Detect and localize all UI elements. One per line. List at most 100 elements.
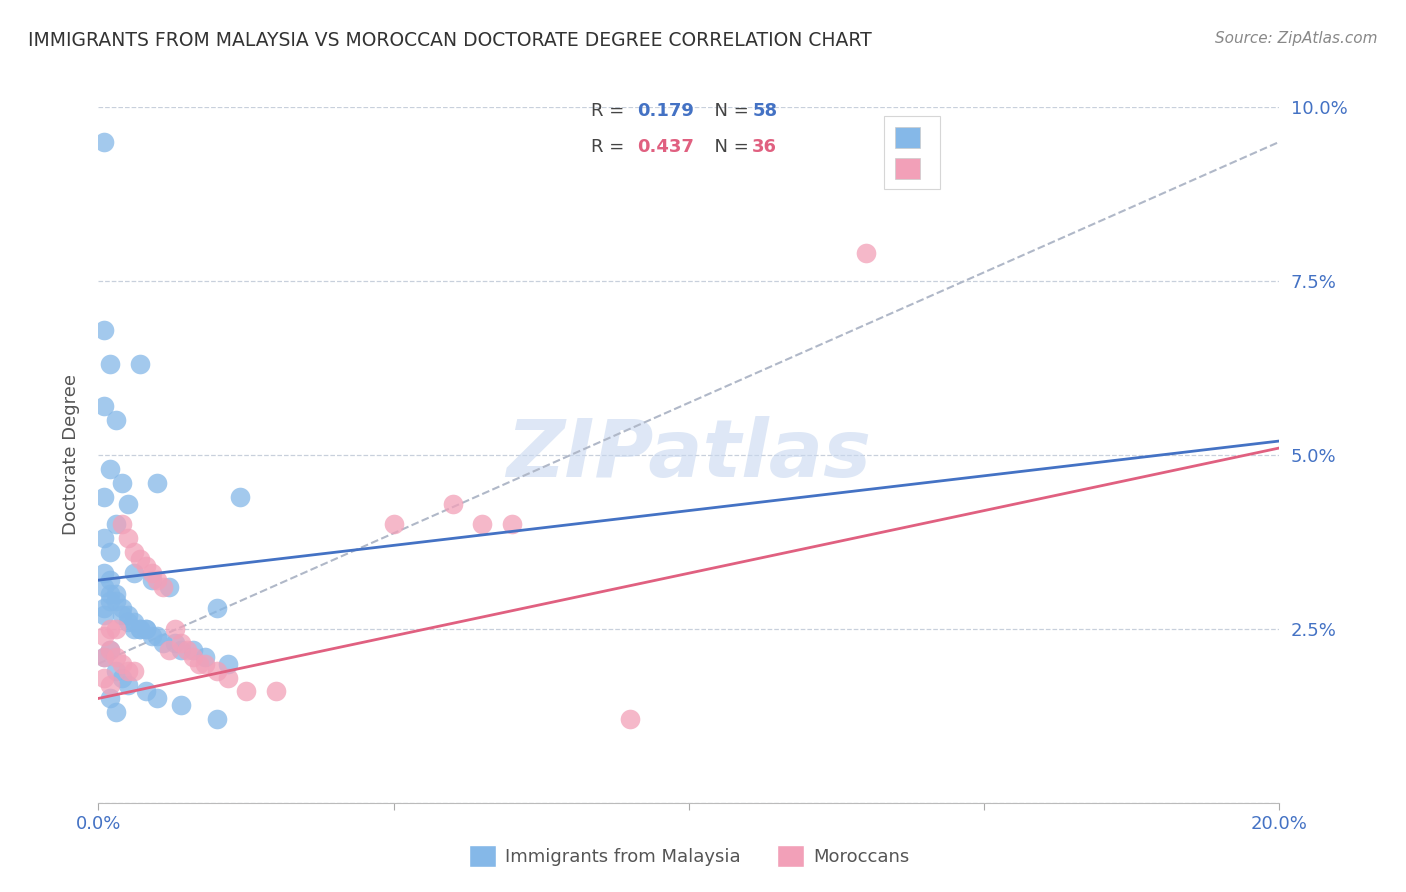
Point bbox=[93, 649, 115, 664]
Point bbox=[128, 622, 150, 636]
Point bbox=[205, 664, 228, 678]
Point bbox=[98, 677, 121, 691]
Point bbox=[98, 545, 121, 559]
Point bbox=[93, 399, 115, 413]
Point bbox=[441, 497, 464, 511]
Point bbox=[141, 573, 163, 587]
Text: Source: ZipAtlas.com: Source: ZipAtlas.com bbox=[1215, 31, 1378, 46]
Text: 0.437: 0.437 bbox=[637, 138, 693, 156]
Point bbox=[93, 323, 115, 337]
Text: 0.179: 0.179 bbox=[637, 103, 693, 120]
Point bbox=[471, 517, 494, 532]
Point bbox=[217, 657, 239, 671]
Point bbox=[98, 594, 121, 608]
Text: IMMIGRANTS FROM MALAYSIA VS MOROCCAN DOCTORATE DEGREE CORRELATION CHART: IMMIGRANTS FROM MALAYSIA VS MOROCCAN DOC… bbox=[28, 31, 872, 50]
Point bbox=[229, 490, 252, 504]
Point bbox=[98, 358, 121, 372]
Point bbox=[111, 475, 134, 490]
Point bbox=[105, 706, 128, 720]
Point bbox=[146, 629, 169, 643]
Text: 36: 36 bbox=[752, 138, 778, 156]
Point bbox=[141, 629, 163, 643]
Point bbox=[111, 517, 134, 532]
Point bbox=[93, 566, 115, 581]
Point bbox=[117, 677, 139, 691]
Point bbox=[619, 712, 641, 726]
Point bbox=[157, 642, 180, 657]
Point bbox=[176, 642, 198, 657]
Point bbox=[235, 684, 257, 698]
Point bbox=[165, 622, 187, 636]
Point bbox=[135, 559, 157, 574]
Point bbox=[205, 712, 228, 726]
Point bbox=[111, 671, 134, 685]
Point bbox=[98, 642, 121, 657]
Point bbox=[105, 664, 128, 678]
Point bbox=[111, 601, 134, 615]
Point bbox=[122, 566, 145, 581]
Point bbox=[194, 649, 217, 664]
Point bbox=[165, 636, 187, 650]
Point bbox=[128, 622, 150, 636]
Y-axis label: Doctorate Degree: Doctorate Degree bbox=[62, 375, 80, 535]
Point bbox=[122, 664, 145, 678]
Point bbox=[135, 684, 157, 698]
Point bbox=[117, 607, 139, 622]
Point bbox=[181, 649, 204, 664]
Text: N =: N = bbox=[703, 103, 755, 120]
Point bbox=[93, 532, 115, 546]
Text: 58: 58 bbox=[752, 103, 778, 120]
Point bbox=[105, 517, 128, 532]
Point bbox=[187, 657, 209, 671]
Point bbox=[146, 691, 169, 706]
Point bbox=[170, 642, 193, 657]
Point bbox=[105, 649, 128, 664]
Point bbox=[98, 462, 121, 476]
Point bbox=[135, 622, 157, 636]
Point bbox=[122, 615, 145, 629]
Text: N =: N = bbox=[703, 138, 755, 156]
Point bbox=[205, 601, 228, 615]
Point bbox=[382, 517, 405, 532]
Point bbox=[264, 684, 287, 698]
Legend: Immigrants from Malaysia, Moroccans: Immigrants from Malaysia, Moroccans bbox=[461, 838, 917, 874]
Point bbox=[105, 622, 128, 636]
Point bbox=[146, 475, 169, 490]
Point bbox=[170, 698, 193, 713]
Point bbox=[93, 135, 115, 149]
Point bbox=[93, 649, 115, 664]
Point bbox=[122, 545, 145, 559]
Point bbox=[170, 636, 193, 650]
Point bbox=[152, 636, 174, 650]
Point bbox=[93, 490, 115, 504]
Point bbox=[93, 601, 115, 615]
Point bbox=[855, 246, 877, 260]
Point bbox=[146, 573, 169, 587]
Point bbox=[93, 671, 115, 685]
Point bbox=[117, 532, 139, 546]
Point bbox=[111, 607, 134, 622]
Text: R =: R = bbox=[591, 103, 630, 120]
Text: R =: R = bbox=[591, 138, 630, 156]
Point bbox=[122, 622, 145, 636]
Point bbox=[105, 587, 128, 601]
Point bbox=[111, 657, 134, 671]
Point bbox=[501, 517, 523, 532]
Text: ZIPatlas: ZIPatlas bbox=[506, 416, 872, 494]
Point bbox=[105, 413, 128, 427]
Point bbox=[93, 607, 115, 622]
Point bbox=[152, 580, 174, 594]
Point bbox=[135, 622, 157, 636]
Point bbox=[128, 358, 150, 372]
Point bbox=[105, 594, 128, 608]
Point bbox=[157, 580, 180, 594]
Point bbox=[117, 497, 139, 511]
Point bbox=[217, 671, 239, 685]
Point bbox=[117, 615, 139, 629]
Point bbox=[98, 622, 121, 636]
Point bbox=[98, 642, 121, 657]
Point bbox=[93, 580, 115, 594]
Point bbox=[98, 691, 121, 706]
Point bbox=[98, 573, 121, 587]
Point bbox=[93, 629, 115, 643]
